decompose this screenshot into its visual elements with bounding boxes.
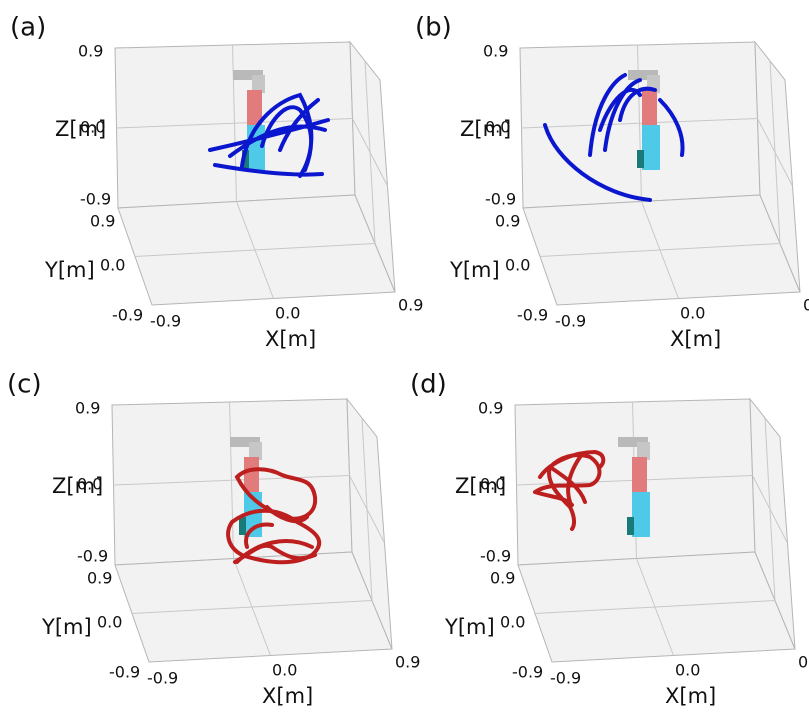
tick-label: 0.9 xyxy=(78,42,103,61)
axis-label: X[m] xyxy=(665,684,716,708)
axis-label: X[m] xyxy=(670,327,721,351)
tick-label: 0.0 xyxy=(505,256,530,275)
robot-base xyxy=(239,517,246,535)
axis-label: Y[m] xyxy=(41,615,92,639)
axis-label: Y[m] xyxy=(444,615,495,639)
tick-label: -0.9 xyxy=(80,190,111,209)
figure: (a)Z[m]0.90.0-0.9Y[m]0.90.0-0.9-0.90.00.… xyxy=(0,0,809,713)
panel-label: (d) xyxy=(410,370,447,400)
axis-label: X[m] xyxy=(262,684,313,708)
panel: (b)Z[m]0.90.0-0.9Y[m]0.90.0-0.9-0.90.00.… xyxy=(415,13,809,352)
panel-label: (a) xyxy=(10,13,46,43)
tick-label: 0.0 xyxy=(275,304,300,323)
panel-label: (b) xyxy=(415,13,452,43)
tick-label: -0.9 xyxy=(77,547,108,566)
tick-label: 0.0 xyxy=(272,661,297,680)
tick-label: 0.9 xyxy=(398,296,423,315)
tick-label: 0.9 xyxy=(87,569,112,588)
tick-label: 0.9 xyxy=(490,569,515,588)
tick-label: 0.0 xyxy=(500,613,525,632)
panel-label: (c) xyxy=(7,370,42,400)
axis-label: Y[m] xyxy=(449,258,500,282)
tick-label: 0.0 xyxy=(100,256,125,275)
tick-label: 0.0 xyxy=(485,118,510,137)
tick-label: 0.9 xyxy=(495,212,520,231)
tick-label: 0.0 xyxy=(80,118,105,137)
tick-label: -0.9 xyxy=(517,306,548,325)
tick-label: 0.0 xyxy=(680,304,705,323)
tick-label: -0.9 xyxy=(555,312,586,331)
panel: (d)Z[m]0.90.0-0.9Y[m]0.90.0-0.9-0.90.00.… xyxy=(410,370,809,709)
tick-label: -0.9 xyxy=(109,663,140,682)
robot-link xyxy=(632,457,647,493)
tick-label: 0.0 xyxy=(77,475,102,494)
tick-label: 0.9 xyxy=(798,653,809,672)
tick-label: 0.9 xyxy=(90,212,115,231)
robot-base xyxy=(637,150,644,168)
tick-label: -0.9 xyxy=(512,663,543,682)
tick-label: 0.0 xyxy=(480,475,505,494)
tick-label: -0.9 xyxy=(150,312,181,331)
tick-label: 0.9 xyxy=(75,399,100,418)
tick-label: 0.9 xyxy=(483,42,508,61)
tick-label: -0.9 xyxy=(480,547,511,566)
robot-link xyxy=(244,457,259,493)
tick-label: 0.9 xyxy=(803,296,809,315)
robot-base xyxy=(627,517,634,535)
robot-link xyxy=(642,125,660,170)
tick-label: -0.9 xyxy=(485,190,516,209)
tick-label: -0.9 xyxy=(550,669,581,688)
tick-label: 0.9 xyxy=(478,399,503,418)
axis-label: X[m] xyxy=(265,327,316,351)
tick-label: 0.0 xyxy=(97,613,122,632)
tick-label: 0.0 xyxy=(675,661,700,680)
tick-label: -0.9 xyxy=(112,306,143,325)
robot-link xyxy=(642,90,657,126)
tick-label: 0.9 xyxy=(395,653,420,672)
axis-label: Y[m] xyxy=(44,258,95,282)
robot-link xyxy=(632,492,650,537)
tick-label: -0.9 xyxy=(147,669,178,688)
